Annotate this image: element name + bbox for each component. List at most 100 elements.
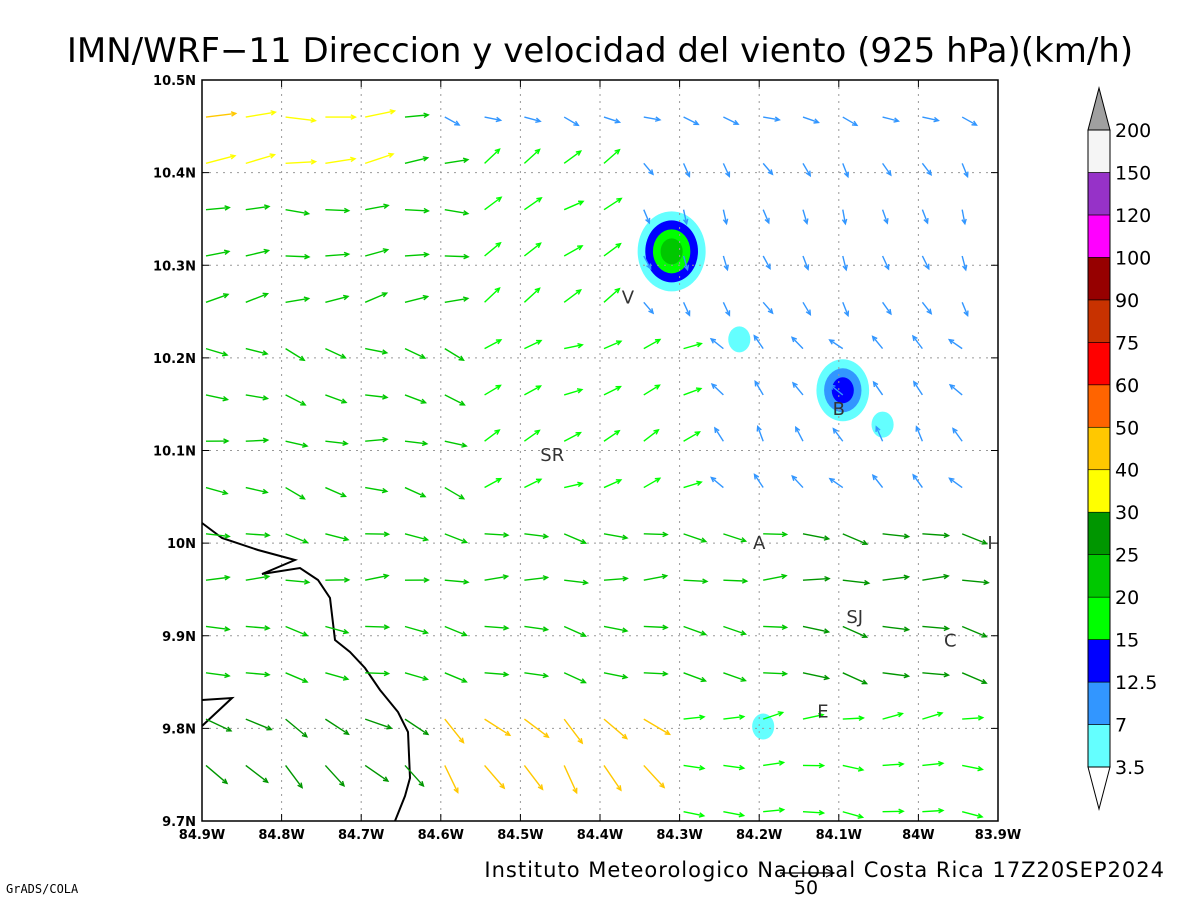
wind-vector-shaft bbox=[285, 160, 316, 165]
wind-vector bbox=[802, 533, 831, 541]
wind-vector-head bbox=[646, 263, 652, 270]
wind-vector-shaft bbox=[484, 339, 502, 350]
wind-vector-shaft bbox=[763, 761, 784, 767]
wind-vector-shaft bbox=[802, 533, 829, 540]
wind-vector-shaft bbox=[723, 116, 739, 125]
wind-vector bbox=[753, 473, 764, 488]
wind-vector bbox=[205, 205, 231, 211]
wind-vector bbox=[763, 531, 789, 538]
wind-vector bbox=[790, 336, 804, 350]
wind-vector bbox=[754, 380, 764, 396]
colorbar-label: 100 bbox=[1115, 247, 1151, 269]
wind-vector bbox=[563, 718, 584, 745]
wind-vector-head bbox=[262, 437, 270, 444]
wind-vector-shaft bbox=[961, 255, 967, 271]
reference-vector: 50 bbox=[780, 868, 836, 899]
wind-vector-head bbox=[264, 671, 271, 678]
wind-vector bbox=[763, 807, 786, 813]
wind-vector bbox=[948, 383, 963, 396]
wind-vector bbox=[643, 116, 662, 122]
wind-vector-shaft bbox=[643, 672, 668, 675]
wind-vector-head bbox=[911, 334, 918, 342]
wind-vector-shaft bbox=[842, 209, 847, 224]
wind-vector-head bbox=[653, 428, 660, 435]
wind-vector bbox=[643, 624, 669, 631]
wind-vector-head bbox=[225, 726, 233, 732]
wind-vector-head bbox=[303, 579, 311, 585]
wind-vector-head bbox=[767, 169, 774, 176]
wind-vector-shaft bbox=[723, 672, 746, 682]
coastline-mainland bbox=[201, 522, 412, 822]
y-tick-label: 9.8N bbox=[162, 722, 196, 737]
wind-vector-head bbox=[542, 533, 550, 539]
wind-vector-head bbox=[339, 780, 346, 788]
x-tick-label: 83.9W bbox=[975, 828, 1021, 843]
colorbar-box bbox=[1087, 681, 1111, 725]
wind-vector bbox=[404, 156, 430, 165]
wind-vector-shaft bbox=[324, 764, 345, 787]
x-tick-label: 84.9W bbox=[179, 828, 225, 843]
wind-vector-shaft bbox=[922, 575, 949, 581]
wind-vector-shaft bbox=[791, 336, 804, 350]
wind-vector-shaft bbox=[325, 394, 347, 404]
y-tick-label: 10.4N bbox=[153, 167, 196, 182]
wind-vector bbox=[961, 533, 989, 545]
wind-vector bbox=[881, 255, 890, 271]
wind-vector-shaft bbox=[952, 428, 963, 442]
wind-vector bbox=[205, 293, 230, 303]
y-tick-label: 9.7N bbox=[162, 815, 196, 830]
wind-vector-shaft bbox=[444, 440, 467, 447]
wind-vector-shaft bbox=[444, 579, 469, 583]
wind-vector-head bbox=[832, 427, 839, 434]
wind-vector-shaft bbox=[245, 575, 269, 581]
wind-vector-shaft bbox=[205, 625, 230, 631]
wind-vector-head bbox=[753, 334, 759, 341]
wind-vector-shaft bbox=[484, 116, 501, 122]
wind-vector-head bbox=[578, 200, 585, 206]
wind-vector bbox=[763, 670, 789, 677]
shaded-area-1-level-12.5 bbox=[831, 377, 854, 404]
wind-vector-shaft bbox=[762, 301, 774, 314]
wind-vector-head bbox=[299, 494, 306, 500]
colorbar-label: 7 bbox=[1115, 715, 1127, 737]
wind-vector-shaft bbox=[205, 718, 232, 732]
wind-vector-head bbox=[383, 624, 391, 630]
wind-vector bbox=[404, 577, 430, 583]
wind-vector bbox=[325, 347, 347, 359]
wind-vector-head bbox=[300, 400, 307, 406]
wind-vector-head bbox=[781, 624, 789, 631]
wind-vector bbox=[922, 760, 945, 767]
wind-vector-shaft bbox=[444, 255, 469, 258]
wind-vector-shaft bbox=[753, 474, 764, 488]
wind-vector bbox=[325, 394, 348, 404]
wind-vector-head bbox=[343, 729, 350, 736]
wind-vector bbox=[682, 209, 689, 226]
wind-vector bbox=[563, 765, 578, 795]
wind-vector-shaft bbox=[365, 625, 389, 628]
wind-vector bbox=[915, 425, 924, 442]
wind-vector-shaft bbox=[763, 116, 780, 121]
wind-vector bbox=[683, 764, 706, 771]
wind-vector-shaft bbox=[714, 427, 724, 442]
wind-vector-head bbox=[310, 159, 318, 165]
wind-vector-head bbox=[381, 487, 389, 494]
wind-vector bbox=[683, 480, 703, 489]
wind-vector-shaft bbox=[523, 148, 541, 164]
wind-vector-head bbox=[463, 579, 470, 585]
wind-vector-head bbox=[858, 715, 865, 722]
wind-vector-shaft bbox=[205, 293, 229, 303]
wind-vector bbox=[643, 477, 662, 489]
colorbar-label: 50 bbox=[1115, 417, 1139, 439]
wind-vector-shaft bbox=[404, 208, 429, 212]
wind-vector bbox=[444, 116, 461, 126]
wind-vector bbox=[683, 387, 703, 396]
wind-vector-shaft bbox=[754, 381, 764, 396]
wind-vector-shaft bbox=[245, 293, 268, 303]
wind-vector bbox=[683, 714, 706, 721]
wind-vector bbox=[484, 718, 512, 737]
wind-vector bbox=[722, 209, 729, 226]
wind-vector bbox=[643, 209, 651, 225]
software-credit: GrADS/COLA bbox=[6, 882, 79, 896]
wind-vector bbox=[245, 486, 269, 495]
wind-vector-shaft bbox=[802, 209, 808, 224]
